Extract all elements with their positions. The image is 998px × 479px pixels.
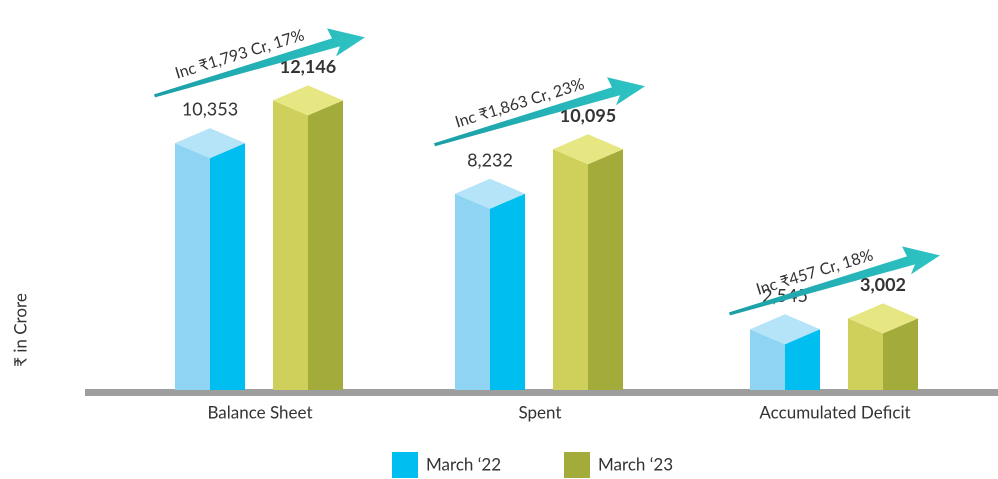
bar-right-face xyxy=(883,318,918,390)
bar-right-face xyxy=(308,100,343,390)
value-label: 8,232 xyxy=(467,148,513,170)
bar-right-face xyxy=(785,329,820,390)
bar-top-face xyxy=(175,128,245,159)
value-label: 3,002 xyxy=(860,273,906,295)
bar-left-face xyxy=(750,329,785,390)
x-tick-label: Balance Sheet xyxy=(207,401,312,422)
legend-swatch xyxy=(392,452,418,478)
bar-left-face xyxy=(455,193,490,390)
value-label: 10,353 xyxy=(182,98,238,120)
bar-right-face xyxy=(210,143,245,390)
bar-right-face xyxy=(490,193,525,390)
value-label: 12,146 xyxy=(280,55,336,77)
bar-top-face xyxy=(553,134,623,165)
legend-label: March ‘22 xyxy=(426,453,501,474)
x-tick-label: Accumulated Deficit xyxy=(759,401,910,422)
bar-right-face xyxy=(588,149,623,390)
annotation-arrow xyxy=(154,28,365,98)
y-axis-label: ₹ in Crore xyxy=(9,293,30,367)
annotation-arrow xyxy=(729,246,940,316)
legend-swatch xyxy=(564,452,590,478)
bar-top-face xyxy=(273,85,343,116)
bar-top-face xyxy=(455,178,525,209)
bar-left-face xyxy=(175,143,210,390)
baseline xyxy=(85,389,998,396)
value-label: 10,095 xyxy=(560,104,616,126)
bar-left-face xyxy=(848,318,883,390)
bar-top-face xyxy=(848,303,918,334)
x-tick-label: Spent xyxy=(518,401,561,422)
bar-top-face xyxy=(750,314,820,345)
annotation-arrow xyxy=(434,77,645,147)
legend-label: March ‘23 xyxy=(598,453,673,474)
bar-left-face xyxy=(273,100,308,390)
bar-left-face xyxy=(553,149,588,390)
